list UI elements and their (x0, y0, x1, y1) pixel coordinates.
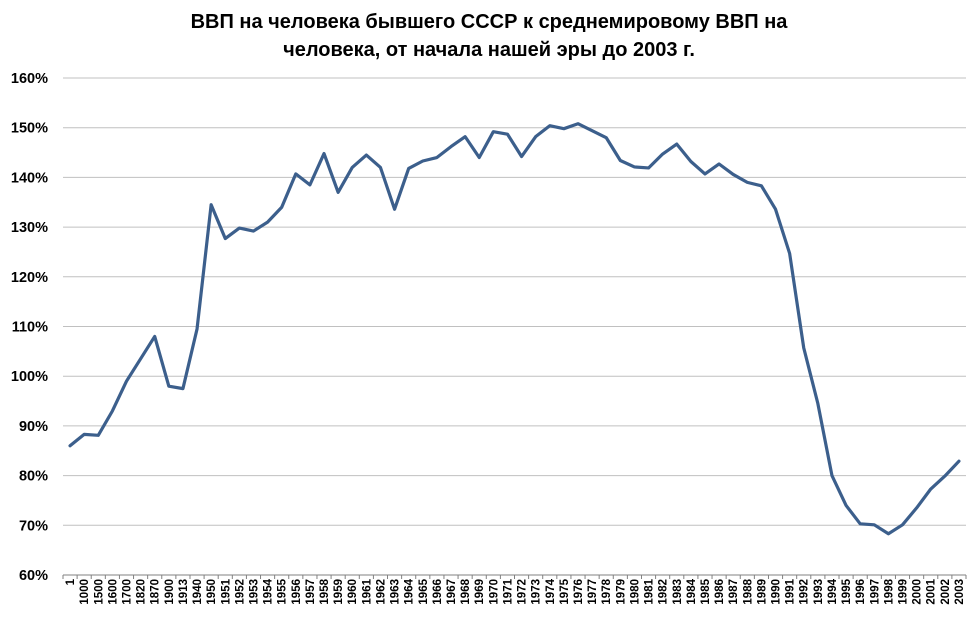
x-tick-label: 2003 (954, 579, 966, 605)
y-tick-label: 100% (11, 369, 48, 385)
x-tick-label: 1995 (841, 578, 853, 604)
x-tick-label: 1976 (573, 579, 585, 605)
series-line (68, 122, 961, 536)
x-tick-label: 1980 (629, 579, 641, 605)
x-tick-label: 1700 (121, 579, 133, 605)
x-tick-label: 1973 (531, 579, 543, 605)
x-tick-label: 1970 (488, 579, 500, 605)
x-tick-label: 1900 (164, 579, 176, 605)
x-tick-label: 1966 (432, 579, 444, 605)
y-tick-label: 90% (19, 419, 48, 435)
x-tick-label: 1969 (474, 579, 486, 605)
x-tick-label: 1994 (827, 578, 839, 604)
x-tick-label: 1987 (728, 579, 740, 605)
x-tick-label: 1952 (234, 579, 246, 605)
x-tick-label: 1996 (855, 579, 867, 605)
x-tick-label: 1954 (263, 578, 275, 604)
y-tick-label: 130% (11, 220, 48, 236)
x-tick-label: 1000 (79, 579, 91, 605)
y-tick-label: 70% (19, 518, 48, 534)
x-tick-label: 1964 (404, 578, 416, 604)
x-tick-label: 1957 (305, 579, 317, 605)
x-tick-label: 1974 (545, 578, 557, 604)
x-tick-label: 1959 (333, 579, 345, 605)
x-tick-label: 1960 (347, 579, 359, 605)
x-tick-label: 1965 (418, 578, 430, 604)
x-tick-label: 1988 (742, 578, 754, 604)
x-tick-label: 1985 (700, 578, 712, 604)
y-tick-label: 110% (12, 320, 48, 336)
x-tick-label: 2001 (926, 578, 938, 604)
x-tick-label: 1913 (178, 579, 190, 605)
x-tick-label: 1953 (248, 579, 260, 605)
x-tick-label: 1993 (813, 579, 825, 605)
x-tick-label: 1972 (517, 579, 529, 605)
x-tick-label: 2000 (912, 579, 924, 605)
x-tick-label: 1950 (206, 579, 218, 605)
x-tick-label: 1981 (644, 578, 656, 604)
x-tick-label: 1997 (869, 579, 881, 605)
chart-title-line-1: ВВП на человека бывшего СССР к среднемир… (190, 11, 788, 33)
x-tick-label: 1991 (785, 578, 797, 604)
x-tick-label: 1975 (559, 578, 571, 604)
chart-title-line-2: человека, от начала нашей эры до 2003 г. (283, 39, 695, 61)
x-tick-label: 1820 (136, 579, 148, 605)
x-tick-label: 1940 (192, 579, 204, 605)
y-tick-label: 160% (11, 71, 48, 87)
x-tick-label: 1951 (220, 578, 232, 604)
x-tick-label: 1967 (446, 579, 458, 605)
x-tick-label: 1999 (898, 579, 910, 605)
x-tick-label: 1984 (686, 578, 698, 604)
x-tick-label: 1986 (714, 579, 726, 605)
x-tick-label: 1600 (107, 579, 119, 605)
x-tick-label: 1992 (799, 579, 811, 605)
x-tick-label: 1989 (756, 579, 768, 605)
y-tick-label: 80% (19, 469, 48, 485)
x-tick-label: 1983 (672, 579, 684, 605)
x-tick-label: 2002 (940, 579, 952, 605)
x-tick-label: 1968 (460, 578, 472, 604)
x-tick-label: 1978 (601, 578, 613, 604)
x-tick-label: 1982 (658, 579, 670, 605)
x-tick-label: 1 (65, 578, 77, 585)
x-tick-label: 1977 (587, 579, 599, 605)
x-tick-label: 1971 (502, 578, 514, 604)
x-tick-label: 1963 (390, 579, 402, 605)
x-tick-label: 1500 (93, 579, 105, 605)
x-tick-label: 1990 (771, 579, 783, 605)
y-tick-label: 150% (11, 121, 48, 137)
x-tick-label: 1955 (277, 578, 289, 604)
x-tick-label: 1958 (319, 578, 331, 604)
x-tick-label: 1962 (375, 579, 387, 605)
x-tick-label: 1956 (291, 579, 303, 605)
x-tick-label: 1979 (615, 579, 627, 605)
x-tick-label: 1870 (150, 579, 162, 605)
x-tick-label: 1961 (361, 578, 373, 604)
y-tick-label: 120% (11, 270, 48, 286)
y-tick-label: 60% (19, 568, 48, 584)
chart-title: ВВП на человека бывшего СССР к среднемир… (0, 8, 978, 64)
x-tick-label: 1998 (883, 578, 895, 604)
y-tick-label: 140% (11, 170, 48, 186)
